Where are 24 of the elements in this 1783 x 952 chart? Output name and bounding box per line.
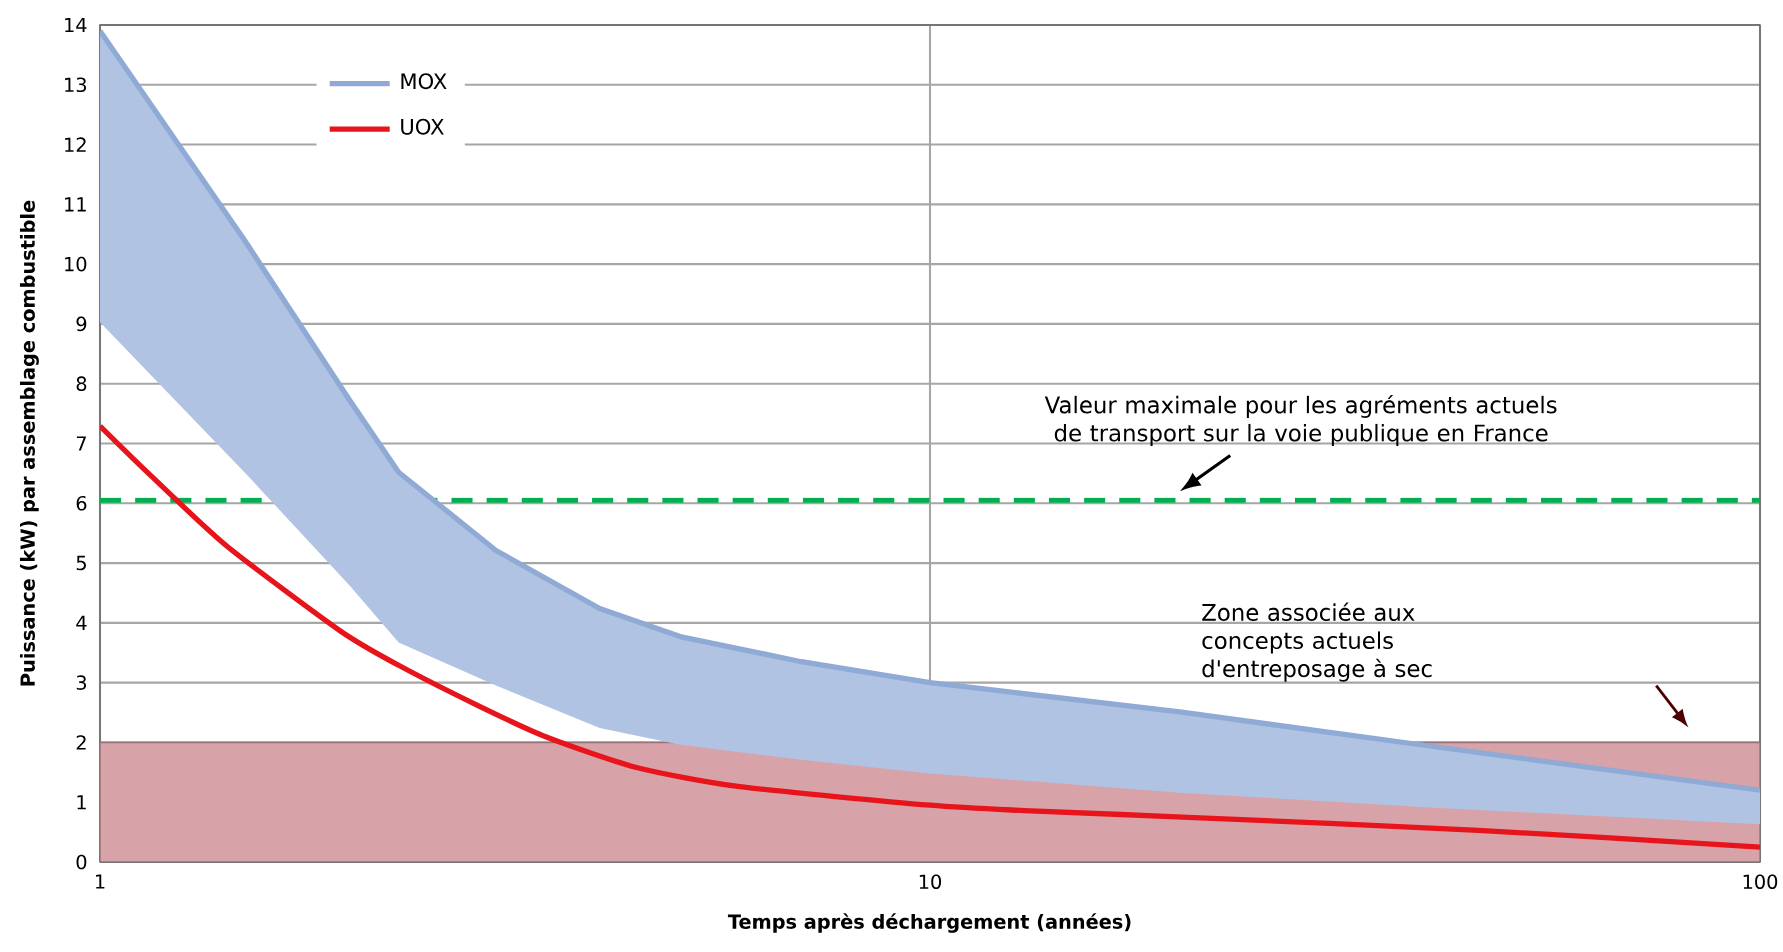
y-tick-label: 2	[76, 735, 86, 750]
y-tick-label: 7	[76, 436, 86, 451]
y-tick-label: 5	[76, 555, 86, 571]
y-tick-label: 12	[65, 137, 86, 152]
y-tick-label: 4	[76, 615, 87, 630]
y-axis-title: Puissance (kW) par assemblage combustible	[19, 200, 39, 686]
y-tick-label: 3	[76, 675, 87, 690]
x-tick-label: 1	[96, 874, 105, 889]
x-tick-label: 100	[1743, 874, 1778, 890]
y-tick-label: 0	[76, 854, 87, 870]
y-tick-label: 11	[65, 197, 86, 212]
x-axis-title: Temps après déchargement (années)	[727, 913, 1131, 933]
y-tick-label: 8	[76, 376, 87, 392]
y-tick-label: 10	[65, 256, 87, 272]
legend-label: MOX	[401, 73, 447, 90]
y-tick-label: 13	[65, 77, 87, 93]
legend-label: UOX	[401, 118, 444, 135]
band-label: Zone associée aux concepts actuels d'entreposage à sec	[1202, 602, 1432, 682]
y-tick-label: 1	[77, 795, 86, 810]
ref-line-label: Valeur maximale pour les agréments actuels de transport sur la voie publique en France	[1044, 394, 1557, 447]
y-tick-label: 6	[76, 495, 87, 511]
y-tick-label: 9	[76, 316, 87, 332]
x-tick-label: 10	[919, 874, 942, 890]
y-tick-label: 14	[65, 17, 87, 33]
